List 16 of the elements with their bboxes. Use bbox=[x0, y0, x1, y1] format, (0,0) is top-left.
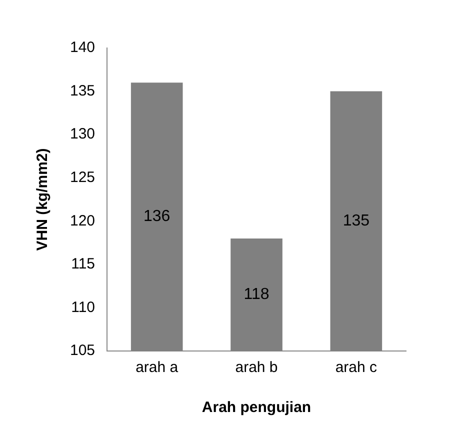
y-tick-label: 140 bbox=[70, 39, 96, 56]
x-axis-title: Arah pengujian bbox=[202, 399, 312, 416]
data-label: 136 bbox=[144, 208, 170, 226]
x-tick-label: arah a bbox=[136, 359, 179, 376]
y-tick-label: 120 bbox=[70, 212, 96, 230]
y-tick-label: 115 bbox=[71, 256, 96, 273]
y-axis-title: VHN (kg/mm2) bbox=[34, 148, 52, 251]
x-tick-label: arah b bbox=[235, 359, 278, 376]
y-tick-label: 105 bbox=[70, 342, 96, 360]
data-label: 118 bbox=[244, 286, 270, 304]
y-tick-label: 125 bbox=[70, 169, 96, 186]
x-tick-label: arah c bbox=[335, 359, 378, 376]
y-tick-label: 130 bbox=[70, 126, 96, 143]
y-tick-label: 110 bbox=[71, 298, 96, 316]
data-label: 135 bbox=[342, 212, 370, 230]
y-tick-label: 135 bbox=[70, 82, 96, 100]
